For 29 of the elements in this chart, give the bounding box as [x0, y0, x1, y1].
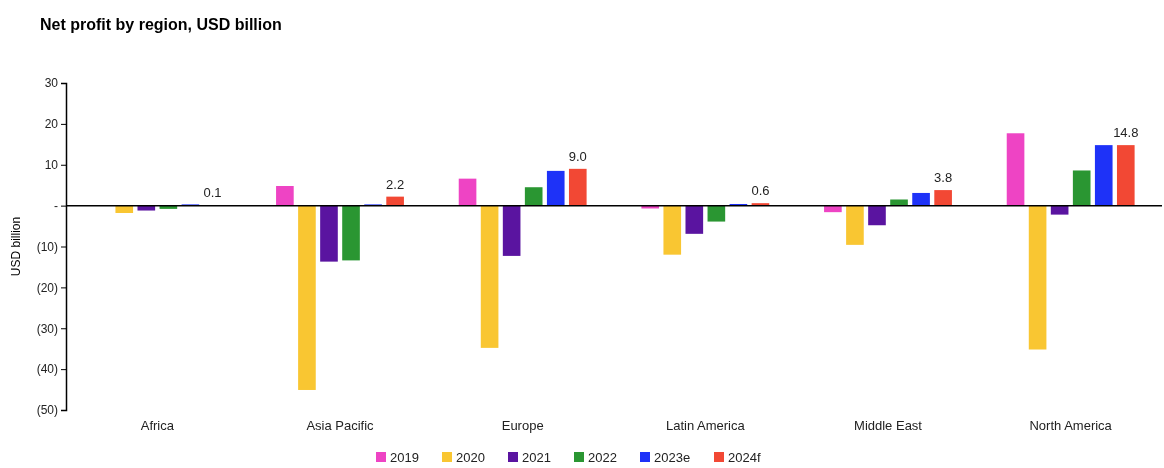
- x-tick-label: Europe: [501, 417, 544, 433]
- data-label: 0.1: [203, 185, 222, 201]
- x-tick-label: Middle East: [854, 417, 923, 433]
- legend-label: 2019: [390, 450, 419, 465]
- y-tick-label: 20: [44, 117, 59, 132]
- legend-label: 2022: [588, 450, 617, 465]
- y-tick-label: (40): [36, 362, 58, 377]
- y-axis-title: USD billion: [9, 216, 23, 277]
- x-tick-label: Asia Pacific: [306, 417, 375, 433]
- y-tick-label: (10): [36, 239, 58, 254]
- data-label: 9.0: [568, 148, 587, 164]
- x-tick-label: Latin America: [665, 417, 746, 433]
- legend-label: 2020: [456, 450, 485, 465]
- y-tick-label: (50): [36, 403, 58, 418]
- legend-label: 2024f: [728, 450, 761, 465]
- x-tick-label: Africa: [140, 417, 175, 433]
- legend-label: 2023e: [654, 450, 691, 465]
- y-tick-label: (20): [36, 280, 58, 295]
- legend-label: 2021: [522, 450, 551, 465]
- data-label: 14.8: [1113, 125, 1139, 141]
- y-tick-label: (30): [36, 321, 58, 336]
- x-tick-label: North America: [1029, 417, 1113, 433]
- data-label: 2.2: [386, 176, 405, 192]
- y-tick-label: -: [54, 198, 58, 213]
- y-tick-label: 10: [44, 158, 59, 173]
- chart-title: Net profit by region, USD billion: [40, 16, 282, 33]
- y-tick-label: 30: [44, 76, 59, 91]
- data-label: 3.8: [934, 170, 953, 186]
- data-label: 0.6: [751, 183, 770, 199]
